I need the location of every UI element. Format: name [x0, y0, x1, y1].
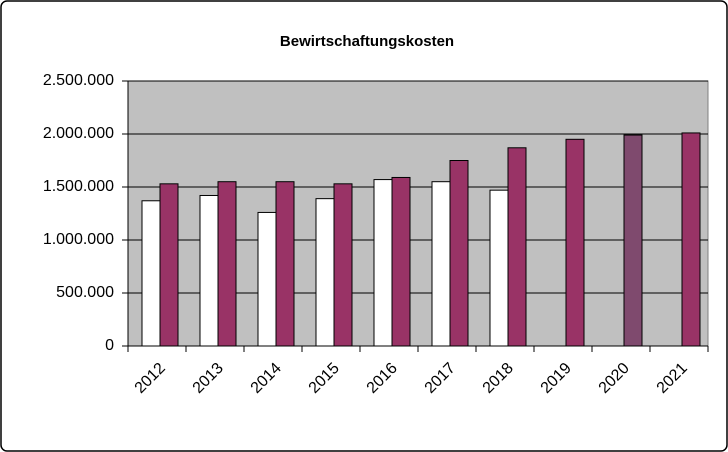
bar — [333, 183, 353, 347]
bar — [565, 138, 585, 347]
y-tick-label: 1.000.000 — [43, 231, 114, 248]
bar — [623, 134, 643, 347]
y-tick-label: 1.500.000 — [43, 178, 114, 195]
bar — [199, 194, 219, 347]
y-tick-label: 2.000.000 — [43, 125, 114, 142]
bar — [315, 198, 335, 347]
bar — [217, 181, 237, 347]
y-tick-label: 0 — [105, 337, 114, 354]
bar — [507, 147, 527, 347]
y-tick-label: 500.000 — [56, 284, 114, 301]
y-tick-label: 2.500.000 — [43, 72, 114, 89]
bar — [373, 179, 393, 347]
chart-title: Bewirtschaftungskosten — [280, 33, 454, 50]
bar — [489, 189, 509, 347]
bar — [391, 176, 411, 347]
bar — [449, 160, 469, 347]
bar — [159, 183, 179, 347]
bar — [275, 181, 295, 347]
bar — [257, 211, 277, 347]
bar — [431, 181, 451, 347]
bar — [681, 132, 701, 347]
bar — [141, 200, 161, 347]
